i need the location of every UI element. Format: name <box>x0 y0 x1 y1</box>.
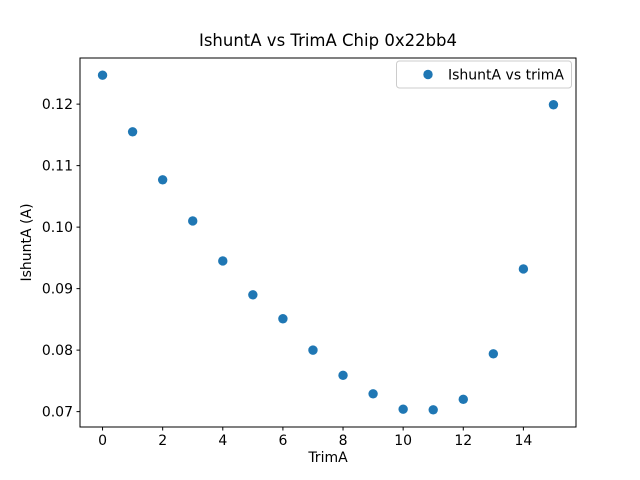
data-point <box>218 256 228 266</box>
data-point <box>488 349 499 359</box>
data-point <box>458 394 468 405</box>
chart-title: IshuntA vs TrimA Chip 0x22bb4 <box>199 31 457 50</box>
data-point <box>548 100 559 110</box>
legend: IshuntA vs trimA <box>396 60 572 89</box>
x-tick-label: 14 <box>514 433 532 449</box>
data-point <box>97 70 108 80</box>
axes-spines <box>79 57 577 428</box>
data-point <box>248 290 258 300</box>
x-tick-label: 10 <box>394 433 412 449</box>
y-tick-label: 0.07 <box>42 405 73 421</box>
x-tick-label: 8 <box>339 433 348 449</box>
x-tick-label: 6 <box>278 433 287 449</box>
y-axis-label: IshuntA (A) <box>19 203 35 281</box>
data-point <box>428 405 438 415</box>
x-tick-label: 4 <box>218 433 227 449</box>
data-point <box>157 175 168 185</box>
axes-layer: 0 2 4 6 8 10 12 14 0.07 0.08 0.09 0.10 0.11 0.12 <box>42 57 577 449</box>
y-tick-label: 0.08 <box>42 343 73 359</box>
legend-box <box>396 60 572 89</box>
legend-marker-icon <box>423 69 433 80</box>
data-point <box>368 389 378 399</box>
x-tick-label: 12 <box>454 433 472 449</box>
data-point <box>188 216 198 226</box>
data-point <box>518 264 529 274</box>
data-point <box>308 345 318 355</box>
y-tick-label: 0.09 <box>42 282 73 298</box>
y-tick-label: 0.10 <box>42 220 73 236</box>
x-axis-label: TrimA <box>307 450 348 466</box>
data-point <box>278 314 288 324</box>
y-tick-label: 0.11 <box>42 159 73 175</box>
data-point <box>338 370 348 381</box>
legend-label: IshuntA vs trimA <box>448 68 564 84</box>
data-point <box>398 404 408 414</box>
x-tick-label: 2 <box>158 433 167 449</box>
data-point <box>127 127 138 137</box>
y-tick-label: 0.12 <box>42 97 73 113</box>
x-tick-label: 0 <box>98 433 107 449</box>
